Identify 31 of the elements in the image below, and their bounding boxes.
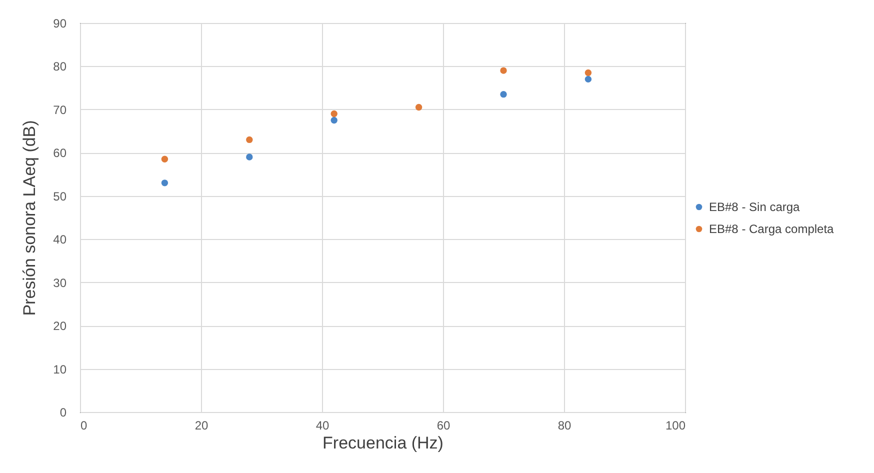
point (584, 76, 592, 83)
y-tick-label: 0 (60, 406, 67, 420)
x-tick-label: 80 (558, 418, 572, 432)
point (246, 136, 253, 144)
y-tick-label: 70 (53, 102, 67, 117)
point (161, 156, 168, 162)
legend-label: EB#8 - Carga completa (709, 222, 834, 236)
y-tick-label: 10 (53, 362, 67, 376)
x-tick-label: 100 (665, 418, 686, 432)
legend-label: EB#8 - Sin carga (709, 200, 800, 214)
x-axis-title: Frecuencia (Hz) (322, 434, 444, 452)
point (500, 67, 507, 74)
y-axis-title: Presión sonora LAeq (dB) (20, 120, 40, 316)
point (584, 69, 592, 76)
point (330, 116, 338, 124)
point (246, 154, 253, 160)
x-tick-label: 20 (194, 418, 208, 432)
x-tick-label: 40 (316, 418, 330, 432)
y-tick-label: 30 (53, 276, 67, 290)
point (415, 104, 422, 111)
x-tick-label: 0 (80, 418, 88, 432)
y-tick-label: 60 (53, 146, 67, 160)
y-tick-label: 40 (53, 232, 67, 247)
y-tick-label: 50 (53, 189, 67, 204)
y-tick-label: 20 (53, 319, 67, 334)
point (500, 90, 507, 98)
point (330, 110, 338, 118)
y-tick-label: 80 (53, 60, 67, 74)
point (161, 180, 168, 186)
x-tick-label: 60 (436, 418, 450, 432)
y-tick-label: 90 (53, 16, 67, 30)
